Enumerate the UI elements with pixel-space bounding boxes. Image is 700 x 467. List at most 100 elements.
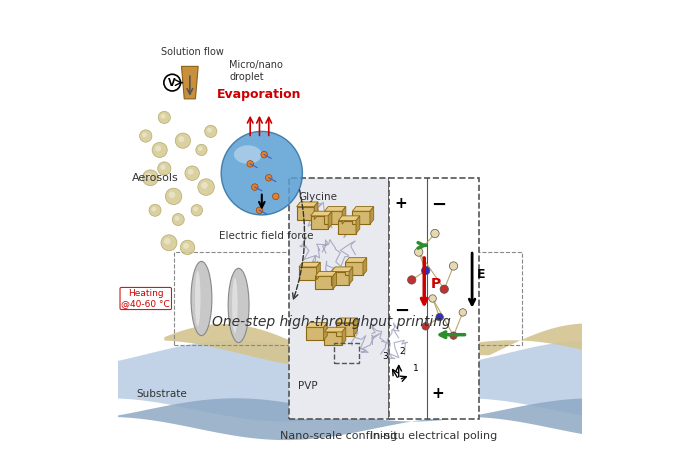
Ellipse shape [228, 269, 249, 343]
Text: Heating
@40-60 °C: Heating @40-60 °C [121, 289, 170, 308]
Polygon shape [314, 202, 318, 219]
Text: Solution flow: Solution flow [161, 47, 223, 57]
Polygon shape [306, 323, 328, 327]
Polygon shape [315, 272, 337, 276]
Text: +: + [431, 386, 444, 401]
Circle shape [198, 147, 202, 151]
Circle shape [188, 169, 194, 175]
Text: In-situ electrical poling: In-situ electrical poling [370, 431, 498, 441]
Text: −: − [431, 196, 447, 214]
FancyBboxPatch shape [325, 211, 342, 224]
Polygon shape [325, 206, 346, 211]
Text: +: + [394, 196, 407, 212]
FancyBboxPatch shape [352, 211, 370, 224]
Polygon shape [299, 262, 321, 267]
Circle shape [450, 332, 457, 340]
Polygon shape [370, 206, 374, 224]
FancyBboxPatch shape [389, 178, 479, 419]
Polygon shape [297, 202, 318, 206]
FancyBboxPatch shape [288, 178, 388, 419]
Circle shape [169, 191, 175, 198]
Polygon shape [363, 258, 367, 275]
Circle shape [143, 170, 158, 186]
Polygon shape [164, 324, 582, 368]
Text: V: V [169, 78, 176, 88]
Circle shape [422, 323, 429, 330]
Polygon shape [336, 318, 358, 323]
Ellipse shape [191, 262, 212, 336]
Circle shape [421, 267, 430, 275]
Circle shape [175, 133, 190, 148]
FancyBboxPatch shape [306, 327, 323, 340]
Polygon shape [332, 272, 337, 289]
Circle shape [272, 193, 279, 199]
Ellipse shape [234, 145, 262, 164]
Circle shape [196, 144, 207, 156]
Text: Aerosols: Aerosols [132, 173, 178, 183]
Circle shape [440, 285, 449, 293]
Circle shape [161, 114, 165, 119]
Circle shape [160, 164, 166, 170]
Polygon shape [354, 318, 358, 336]
Text: PVP: PVP [298, 382, 318, 391]
Polygon shape [349, 267, 353, 284]
Circle shape [436, 313, 443, 321]
Circle shape [429, 295, 436, 302]
FancyBboxPatch shape [345, 262, 363, 275]
Circle shape [265, 175, 272, 181]
Circle shape [198, 179, 214, 195]
Text: P: P [430, 277, 440, 291]
Circle shape [161, 235, 177, 251]
Polygon shape [118, 340, 582, 422]
Circle shape [183, 243, 189, 249]
Circle shape [261, 151, 267, 158]
Circle shape [139, 130, 152, 142]
Circle shape [149, 204, 161, 216]
Circle shape [459, 309, 466, 316]
Circle shape [172, 213, 184, 226]
Polygon shape [181, 66, 198, 99]
Circle shape [151, 207, 156, 212]
Text: One-step high-throughput printing: One-step high-throughput printing [212, 315, 451, 329]
Text: −: − [394, 302, 410, 319]
Polygon shape [325, 327, 346, 332]
Circle shape [146, 173, 152, 179]
Polygon shape [323, 323, 328, 340]
Circle shape [204, 125, 217, 137]
Text: Electric field force: Electric field force [219, 231, 314, 241]
Text: Micro/nano
droplet: Micro/nano droplet [230, 60, 284, 82]
Circle shape [201, 182, 208, 189]
Text: Substrate: Substrate [136, 389, 187, 399]
Circle shape [207, 128, 212, 133]
FancyBboxPatch shape [325, 332, 342, 345]
Circle shape [251, 184, 258, 191]
Polygon shape [342, 206, 346, 224]
Circle shape [164, 238, 171, 244]
FancyBboxPatch shape [311, 216, 328, 229]
Circle shape [158, 111, 170, 124]
Polygon shape [311, 211, 332, 216]
Text: 2: 2 [400, 347, 405, 355]
Circle shape [155, 145, 161, 151]
Ellipse shape [195, 271, 200, 326]
Text: 3: 3 [383, 352, 389, 361]
Circle shape [449, 262, 458, 270]
FancyBboxPatch shape [299, 267, 316, 280]
Circle shape [152, 142, 167, 157]
FancyBboxPatch shape [315, 276, 332, 289]
Circle shape [430, 229, 439, 238]
Polygon shape [331, 267, 353, 272]
FancyBboxPatch shape [338, 220, 356, 234]
Polygon shape [316, 262, 321, 280]
Text: 1: 1 [413, 364, 419, 373]
Text: Nano-scale confining: Nano-scale confining [280, 431, 398, 441]
Circle shape [185, 166, 200, 180]
Ellipse shape [232, 277, 238, 333]
Circle shape [191, 205, 202, 216]
Circle shape [407, 276, 416, 284]
Circle shape [414, 248, 423, 256]
Polygon shape [352, 206, 374, 211]
Circle shape [193, 207, 198, 212]
Circle shape [256, 207, 262, 213]
Circle shape [178, 136, 184, 142]
